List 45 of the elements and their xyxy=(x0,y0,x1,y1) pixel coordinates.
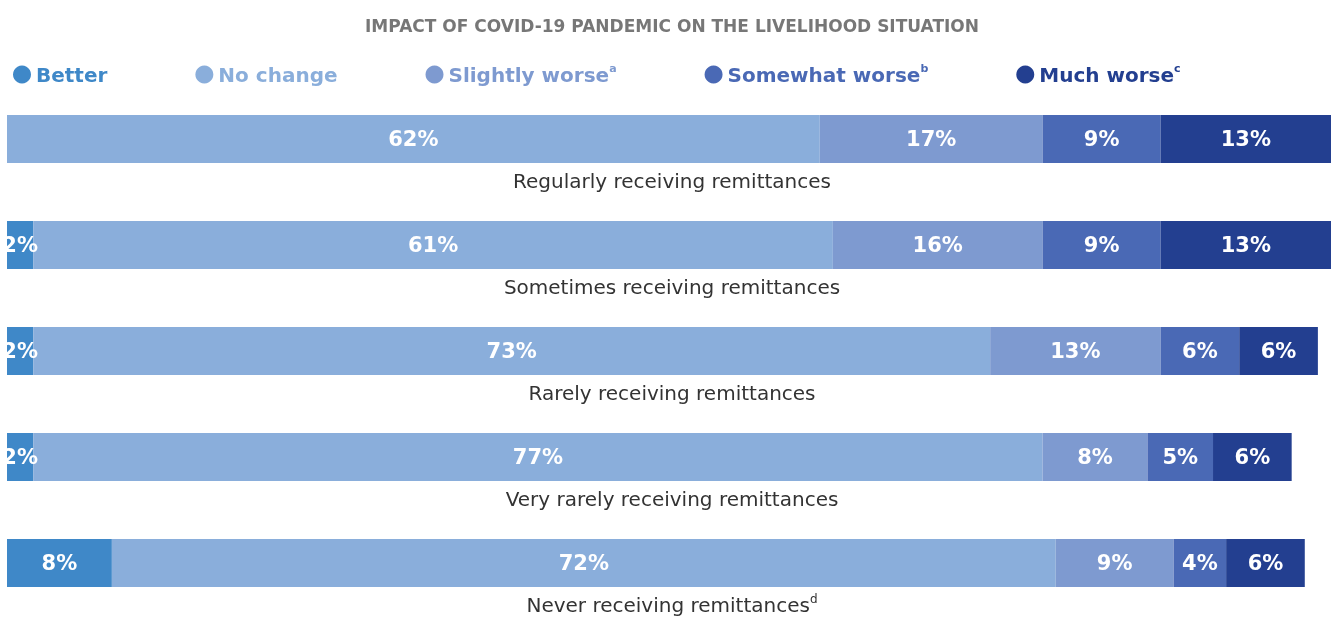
data-label: 8% xyxy=(41,551,78,575)
data-label: 72% xyxy=(558,551,609,575)
bar xyxy=(1042,433,1148,481)
legend-label: No change xyxy=(218,62,338,87)
bar xyxy=(7,115,820,163)
bar xyxy=(1226,539,1305,587)
bar xyxy=(819,115,1043,163)
bar xyxy=(1160,115,1331,163)
data-label: 61% xyxy=(407,233,459,257)
data-label: 5% xyxy=(1162,445,1199,469)
data-label: 13% xyxy=(1220,233,1271,257)
y-tick-label: Regularly receiving remittances xyxy=(513,169,831,193)
bar xyxy=(1239,327,1318,375)
y-tick-label: Sometimes receiving remittances xyxy=(503,275,841,299)
data-label: 16% xyxy=(912,233,963,257)
bar xyxy=(1160,327,1240,375)
data-label: 6% xyxy=(1182,339,1218,363)
data-label: 8% xyxy=(1077,445,1113,469)
bar xyxy=(7,539,112,587)
data-label: 62% xyxy=(388,127,439,151)
bar xyxy=(1147,433,1214,481)
y-tick-label: Very rarely receiving remittances xyxy=(505,487,839,511)
y-tick-label: Rarely receiving remittances xyxy=(528,381,816,405)
bar xyxy=(1213,433,1292,481)
data-label: 6% xyxy=(1260,339,1297,363)
chart-title: IMPACT OF COVID-19 PANDEMIC ON THE LIVELIHOOD SITUATION xyxy=(364,15,980,36)
data-label: 9% xyxy=(1083,233,1120,257)
data-label: 9% xyxy=(1083,127,1120,151)
bar xyxy=(1055,539,1174,587)
data-label: 4% xyxy=(1182,551,1218,575)
data-label: 77% xyxy=(512,445,564,469)
data-label: 13% xyxy=(1220,127,1271,151)
legend-label: Better xyxy=(36,62,108,87)
bar xyxy=(1042,221,1161,269)
data-label: 17% xyxy=(906,127,957,151)
bar xyxy=(1160,221,1331,269)
data-label: 73% xyxy=(486,339,537,363)
data-label: 9% xyxy=(1096,551,1133,575)
bar xyxy=(111,539,1056,587)
data-label: 6% xyxy=(1234,445,1271,469)
data-label: 13% xyxy=(1050,339,1101,363)
bar xyxy=(990,327,1161,375)
data-label: 6% xyxy=(1247,551,1284,575)
bar xyxy=(832,221,1043,269)
bar xyxy=(1042,115,1161,163)
